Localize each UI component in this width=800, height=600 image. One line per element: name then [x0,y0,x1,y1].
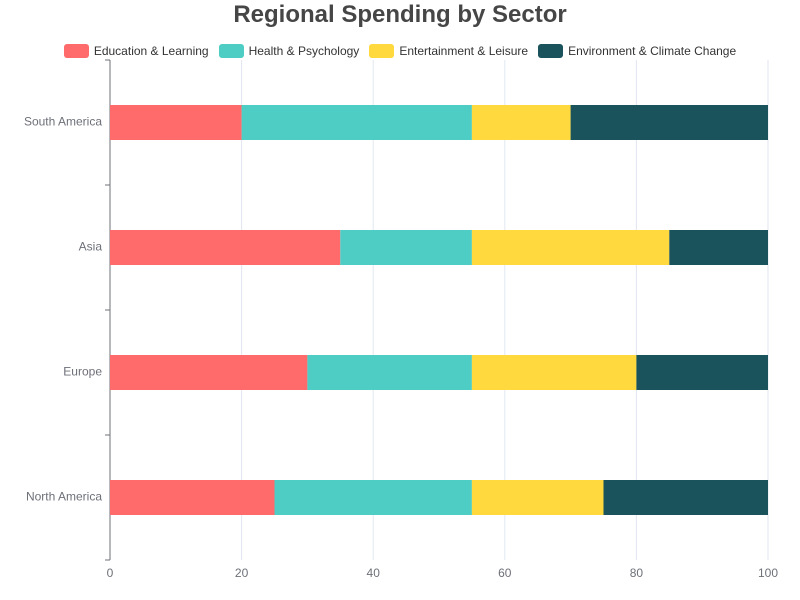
legend-label: Health & Psychology [248,44,360,58]
y-tick-label: Europe [63,365,102,379]
bar-segment [603,480,768,515]
y-tick-label: Asia [79,240,103,254]
legend-swatch [218,44,244,58]
x-tick-label: 80 [630,566,644,580]
bar-segment [340,230,472,265]
bar-segment [110,480,275,515]
legend-item[interactable]: Environment & Climate Change [538,44,736,58]
legend: Education & Learning Health & Psychology E… [0,42,800,60]
legend-label: Education & Learning [93,44,209,58]
legend-swatch [63,44,89,58]
bar-segment [241,105,472,140]
legend-label: Entertainment & Leisure [399,44,529,58]
x-tick-label: 0 [107,566,114,580]
bar-segment [570,105,768,140]
x-tick-label: 40 [367,566,381,580]
legend-item[interactable]: Entertainment & Leisure [369,44,528,58]
bar-segment [274,480,472,515]
bar-segment [471,480,604,515]
y-tick-label: South America [24,115,102,129]
chart-title: Regional Spending by Sector [233,1,567,28]
bar-segment [471,105,571,140]
legend-item[interactable]: Health & Psychology [218,44,360,58]
bar-segment [669,230,768,265]
bar-segment [471,230,670,265]
legend-label: Environment & Climate Change [568,44,737,58]
x-tick-label: 100 [758,566,778,580]
x-tick-label: 60 [498,566,512,580]
legend-swatch [538,44,564,58]
bar-segment [110,230,341,265]
x-tick-label: 20 [235,566,249,580]
bar-segment [307,355,472,390]
y-tick-label: North America [26,490,102,504]
legend-item[interactable]: Education & Learning [63,44,209,58]
bar-segment [471,355,637,390]
legend-swatch [369,44,395,58]
bar-segment [110,105,242,140]
bar-segment [636,355,768,390]
bar-segment [110,355,308,390]
